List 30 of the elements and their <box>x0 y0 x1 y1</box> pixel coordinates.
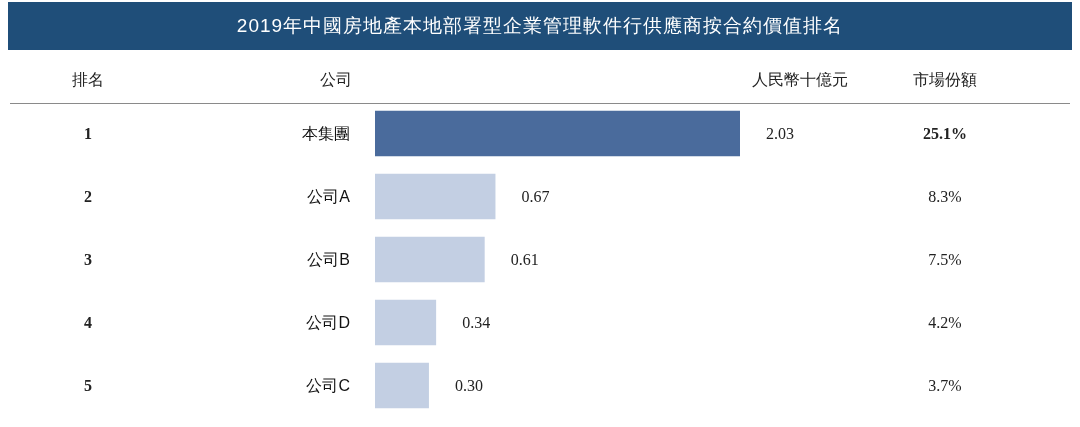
bar <box>375 299 437 346</box>
text: 4.2% <box>928 313 962 331</box>
data-label: 0.34 <box>462 313 491 331</box>
bar <box>375 110 740 157</box>
y-tick-label: 公司B <box>307 250 350 268</box>
chart-title: 2019年中國房地產本地部署型企業管理軟件行供應商按合約價值排名 <box>8 2 1072 50</box>
text: 25.1% <box>923 124 967 142</box>
text: 3.7% <box>928 376 962 394</box>
data-label: 0.30 <box>454 376 483 394</box>
y-tick-label: 公司C <box>306 376 350 394</box>
text: 市場份額 <box>913 71 977 88</box>
text: 排名 <box>71 71 104 88</box>
y-tick-label: 本集團 <box>302 124 350 142</box>
text: 1 <box>84 124 92 142</box>
y-tick-label: 公司A <box>307 187 351 205</box>
data-label: 0.67 <box>521 187 550 205</box>
text: 2 <box>84 187 92 205</box>
bar <box>375 362 429 409</box>
bar <box>375 173 496 220</box>
data-label: 0.61 <box>510 250 539 268</box>
bar <box>375 236 485 283</box>
data-label: 2.03 <box>766 124 794 142</box>
y-tick-label: 公司D <box>306 313 350 331</box>
text: 7.5% <box>928 250 962 268</box>
y-axis-title: 公司 <box>320 71 352 88</box>
x-axis-title: 人民幣十億元 <box>752 71 848 88</box>
text: 4 <box>84 313 92 331</box>
text: 5 <box>84 376 92 394</box>
text: 8.3% <box>928 187 962 205</box>
text: 3 <box>84 250 92 268</box>
